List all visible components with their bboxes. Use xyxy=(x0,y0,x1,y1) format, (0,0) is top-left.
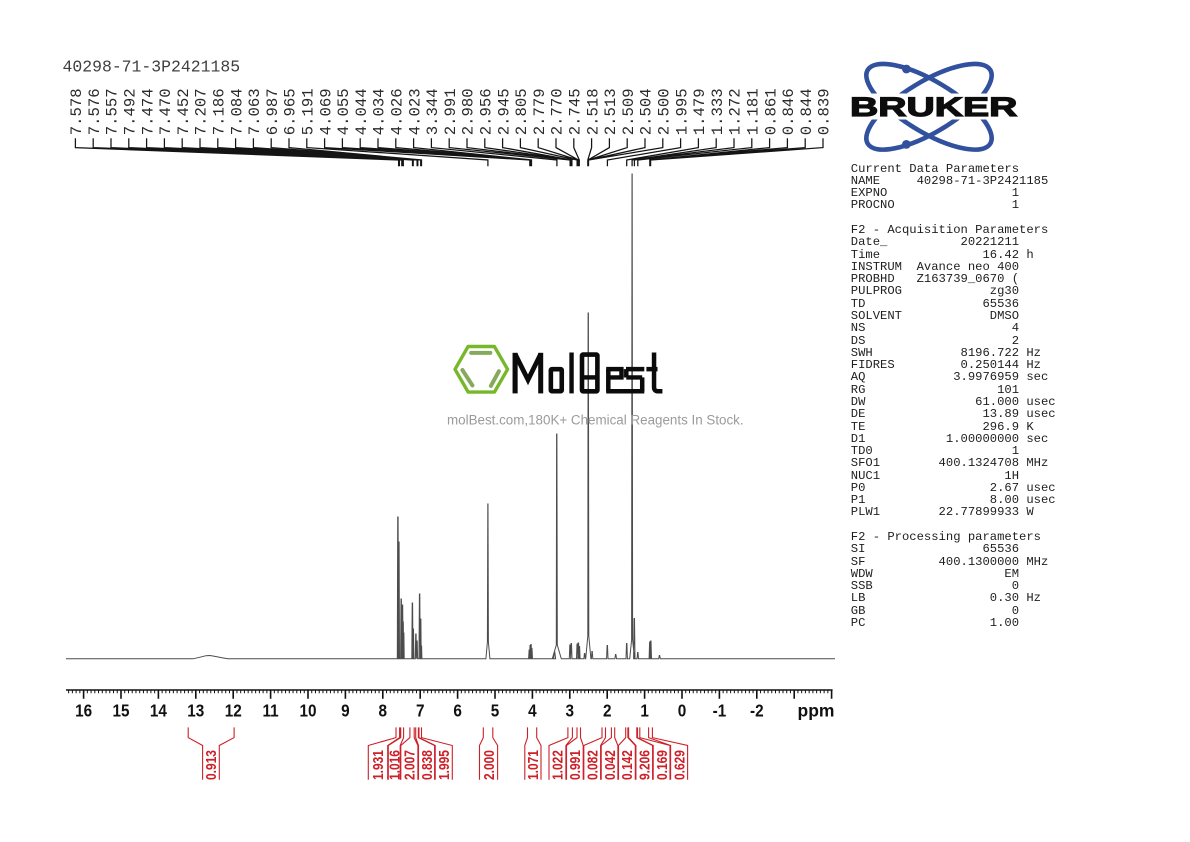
svg-text:4.069: 4.069 xyxy=(317,88,335,135)
svg-text:4: 4 xyxy=(528,700,537,720)
svg-text:6.965: 6.965 xyxy=(282,88,300,135)
svg-text:2: 2 xyxy=(603,700,612,720)
svg-text:7.576: 7.576 xyxy=(86,88,104,135)
svg-text:11: 11 xyxy=(263,700,279,720)
svg-text:2.504: 2.504 xyxy=(638,88,656,135)
svg-text:0.629: 0.629 xyxy=(671,750,687,780)
svg-text:0.042: 0.042 xyxy=(602,750,618,780)
svg-text:1.016: 1.016 xyxy=(386,750,402,780)
svg-text:7.578: 7.578 xyxy=(68,88,86,135)
svg-text:7.186: 7.186 xyxy=(211,88,229,135)
svg-text:4.044: 4.044 xyxy=(353,88,371,135)
svg-text:7.492: 7.492 xyxy=(122,88,140,135)
svg-text:4.026: 4.026 xyxy=(389,88,407,135)
svg-text:16: 16 xyxy=(75,700,92,720)
svg-text:2.770: 2.770 xyxy=(549,88,567,135)
svg-text:2.500: 2.500 xyxy=(656,88,674,135)
svg-text:2.945: 2.945 xyxy=(495,88,513,135)
svg-text:1.333: 1.333 xyxy=(709,88,727,135)
svg-text:1.995: 1.995 xyxy=(673,88,691,135)
svg-text:0.169: 0.169 xyxy=(654,750,670,780)
svg-text:15: 15 xyxy=(112,700,129,720)
svg-text:2.007: 2.007 xyxy=(401,750,417,780)
svg-text:0.913: 0.913 xyxy=(203,750,219,780)
svg-text:2.779: 2.779 xyxy=(531,88,549,135)
svg-text:9.206: 9.206 xyxy=(636,750,652,780)
svg-text:2.000: 2.000 xyxy=(481,750,497,780)
svg-text:7: 7 xyxy=(416,700,425,720)
svg-text:3.344: 3.344 xyxy=(424,88,442,135)
svg-text:7.207: 7.207 xyxy=(193,88,211,135)
svg-text:4.055: 4.055 xyxy=(335,88,353,135)
svg-text:4.034: 4.034 xyxy=(371,88,389,135)
svg-text:2.805: 2.805 xyxy=(513,88,531,135)
svg-text:2.980: 2.980 xyxy=(460,88,478,135)
svg-text:2.745: 2.745 xyxy=(567,88,585,135)
svg-text:2.513: 2.513 xyxy=(602,88,620,135)
svg-text:13: 13 xyxy=(187,700,204,720)
svg-text:5.191: 5.191 xyxy=(300,88,318,135)
svg-text:7.470: 7.470 xyxy=(157,88,175,135)
svg-text:2.518: 2.518 xyxy=(584,88,602,135)
svg-text:1.022: 1.022 xyxy=(550,750,566,780)
svg-text:0.991: 0.991 xyxy=(567,750,583,780)
svg-text:2.509: 2.509 xyxy=(620,88,638,135)
svg-text:7.084: 7.084 xyxy=(228,88,246,135)
svg-text:1.181: 1.181 xyxy=(745,88,763,135)
svg-text:0.844: 0.844 xyxy=(798,88,816,135)
svg-text:1.479: 1.479 xyxy=(691,88,709,135)
svg-text:5: 5 xyxy=(491,700,500,720)
svg-text:10: 10 xyxy=(299,700,316,720)
svg-text:14: 14 xyxy=(150,700,168,720)
svg-text:0.142: 0.142 xyxy=(619,750,635,780)
svg-text:BRUKER: BRUKER xyxy=(850,93,1017,123)
svg-text:8: 8 xyxy=(379,700,388,720)
svg-text:6: 6 xyxy=(453,700,462,720)
svg-text:2.991: 2.991 xyxy=(442,88,460,135)
svg-text:molBest.com,180K+ Chemical Rea: molBest.com,180K+ Chemical Reagents In S… xyxy=(447,413,744,428)
svg-text:0.082: 0.082 xyxy=(584,750,600,780)
svg-text:0.838: 0.838 xyxy=(419,750,435,780)
svg-text:12: 12 xyxy=(225,700,242,720)
svg-text:7.474: 7.474 xyxy=(139,88,157,135)
svg-text:9: 9 xyxy=(341,700,350,720)
svg-text:-2: -2 xyxy=(750,700,764,720)
svg-text:1.995: 1.995 xyxy=(436,750,452,780)
svg-text:1.931: 1.931 xyxy=(370,750,386,780)
svg-text:0.861: 0.861 xyxy=(762,88,780,135)
svg-text:1.071: 1.071 xyxy=(525,750,541,780)
svg-text:3: 3 xyxy=(566,700,575,720)
svg-text:6.987: 6.987 xyxy=(264,88,282,135)
svg-text:1: 1 xyxy=(640,700,649,720)
svg-text:2.956: 2.956 xyxy=(478,88,496,135)
svg-text:7.452: 7.452 xyxy=(175,88,193,135)
svg-text:1.272: 1.272 xyxy=(727,88,745,135)
svg-text:0.846: 0.846 xyxy=(780,88,798,135)
svg-text:7.557: 7.557 xyxy=(104,88,122,135)
svg-text:40298-71-3P2421185: 40298-71-3P2421185 xyxy=(63,58,241,77)
svg-text:0: 0 xyxy=(678,700,687,720)
svg-text:4.023: 4.023 xyxy=(406,88,424,135)
svg-text:7.063: 7.063 xyxy=(246,88,264,135)
svg-text:0.839: 0.839 xyxy=(816,88,834,135)
svg-text:ppm: ppm xyxy=(798,701,835,721)
svg-text:-1: -1 xyxy=(713,700,727,720)
